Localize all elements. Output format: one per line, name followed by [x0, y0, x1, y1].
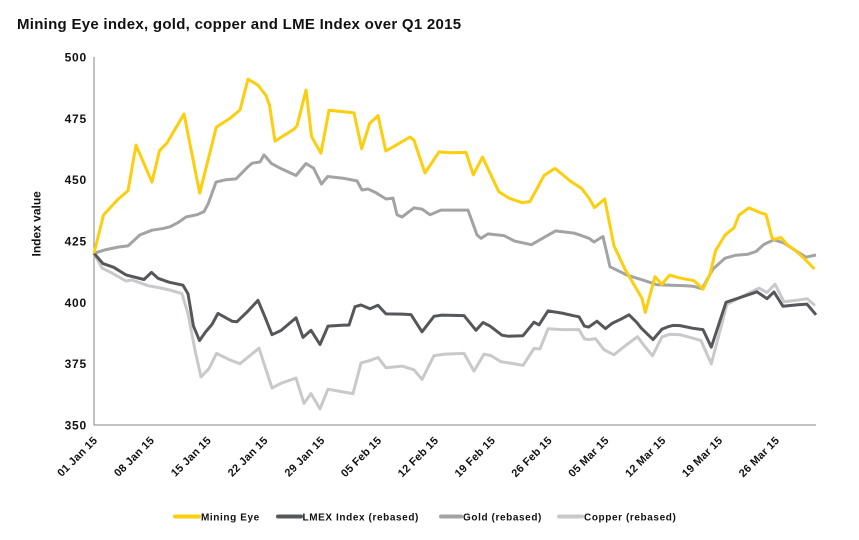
svg-text:400: 400 [65, 296, 87, 310]
svg-text:Gold (rebased): Gold (rebased) [463, 512, 542, 523]
svg-text:350: 350 [65, 419, 87, 433]
svg-text:LMEX Index (rebased): LMEX Index (rebased) [303, 512, 419, 523]
svg-text:Copper (rebased): Copper (rebased) [584, 512, 676, 523]
svg-text:Index value: Index value [30, 191, 44, 257]
svg-text:375: 375 [65, 357, 87, 371]
svg-text:Mining Eye index, gold, copper: Mining Eye index, gold, copper and LME I… [17, 16, 461, 33]
svg-text:Mining Eye: Mining Eye [201, 512, 260, 523]
svg-text:475: 475 [65, 112, 87, 126]
svg-text:450: 450 [65, 173, 87, 187]
svg-text:425: 425 [65, 235, 87, 249]
svg-text:500: 500 [65, 51, 87, 65]
